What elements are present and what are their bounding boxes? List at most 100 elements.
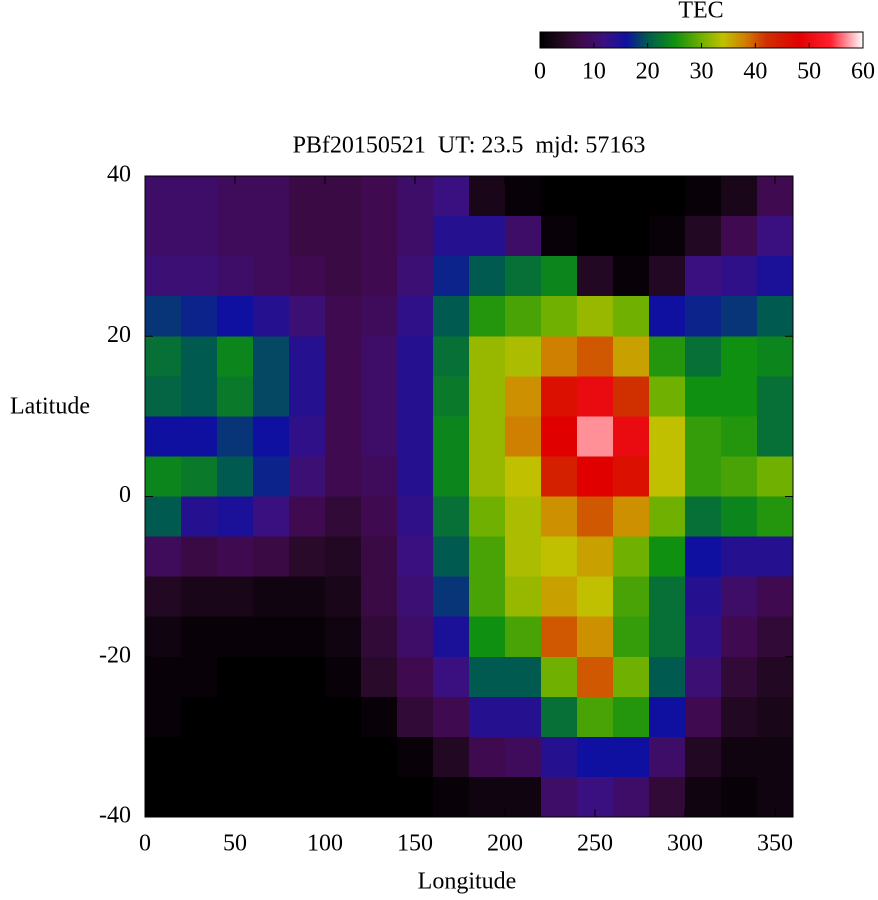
heatmap-cell xyxy=(613,576,650,618)
heatmap-cell xyxy=(577,456,614,497)
heatmap-cell xyxy=(181,456,218,497)
colorbar-tick-label: 40 xyxy=(743,59,767,85)
heatmap-cell xyxy=(181,216,218,257)
heatmap-cell xyxy=(541,576,578,618)
heatmap-cell xyxy=(253,256,290,297)
heatmap-cell xyxy=(649,696,686,738)
heatmap-cell xyxy=(325,176,362,217)
heatmap-cell xyxy=(721,216,758,257)
heatmap-cell xyxy=(397,376,434,417)
heatmap-cell xyxy=(253,696,290,738)
heatmap-cell xyxy=(217,256,254,297)
heatmap-cell xyxy=(613,416,650,457)
heatmap-cell xyxy=(433,536,470,578)
heatmap-cell xyxy=(325,216,362,257)
heatmap-cell xyxy=(757,496,794,538)
heatmap-cell xyxy=(757,216,794,257)
heatmap-cell xyxy=(325,776,362,818)
heatmap-cell xyxy=(433,736,470,778)
heatmap-cell xyxy=(361,616,398,658)
heatmap-cell xyxy=(289,696,326,738)
heatmap-cell xyxy=(685,296,722,337)
heatmap-cell xyxy=(685,616,722,658)
heatmap-cell xyxy=(505,576,542,618)
heatmap-cell xyxy=(649,416,686,457)
heatmap-cell xyxy=(469,496,506,538)
heatmap-cell xyxy=(289,176,326,217)
heatmap-cell xyxy=(469,536,506,578)
heatmap-cell xyxy=(685,376,722,417)
heatmap-cell xyxy=(217,616,254,658)
heatmap-cell xyxy=(325,336,362,377)
heatmap-cell xyxy=(649,376,686,417)
colorbar-label: TEC xyxy=(678,0,723,24)
heatmap-cell xyxy=(613,176,650,217)
heatmap-cell xyxy=(181,496,218,538)
heatmap-cell xyxy=(361,256,398,297)
heatmap-cell xyxy=(469,296,506,337)
heatmap-cell xyxy=(649,656,686,698)
heatmap-cell xyxy=(181,256,218,297)
heatmap-cell xyxy=(361,776,398,818)
heatmap-cell xyxy=(541,696,578,738)
heatmap-cell xyxy=(757,656,794,698)
y-tick-label: 20 xyxy=(107,322,131,348)
heatmap-cell xyxy=(433,296,470,337)
heatmap-cell xyxy=(757,336,794,377)
heatmap-cell xyxy=(469,456,506,497)
heatmap-cell xyxy=(721,496,758,538)
heatmap-cell xyxy=(397,576,434,618)
heatmap-cell xyxy=(217,696,254,738)
heatmap-cell xyxy=(469,336,506,377)
heatmap-cell xyxy=(757,416,794,457)
heatmap-cell xyxy=(289,616,326,658)
heatmap-cell xyxy=(469,416,506,457)
heatmap-cell xyxy=(541,736,578,778)
heatmap-cell xyxy=(181,656,218,698)
heatmap-cell xyxy=(145,176,182,217)
heatmap-cell xyxy=(541,496,578,538)
heatmap-cell xyxy=(721,256,758,297)
heatmap-cell xyxy=(613,776,650,818)
heatmap-cell xyxy=(721,536,758,578)
heatmap-cell xyxy=(289,216,326,257)
heatmap-cell xyxy=(397,656,434,698)
heatmap-cell xyxy=(757,736,794,778)
heatmap-cell xyxy=(685,736,722,778)
colorbar-tick-label: 10 xyxy=(582,59,606,85)
heatmap-cell xyxy=(505,256,542,297)
heatmap-cell xyxy=(721,176,758,217)
heatmap-cell xyxy=(181,376,218,417)
heatmap-cell xyxy=(181,776,218,818)
heatmap-cell xyxy=(145,416,182,457)
heatmap-cell xyxy=(361,216,398,257)
heatmap-cell xyxy=(397,616,434,658)
heatmap-cell xyxy=(505,536,542,578)
heatmap-cell xyxy=(577,616,614,658)
heatmap-cell xyxy=(433,576,470,618)
heatmap-cell xyxy=(541,416,578,457)
heatmap-cell xyxy=(253,376,290,417)
heatmap-cell xyxy=(685,416,722,457)
heatmap-cell xyxy=(325,576,362,618)
heatmap-cell xyxy=(325,456,362,497)
heatmap-cell xyxy=(721,416,758,457)
heatmap-cell xyxy=(145,576,182,618)
heatmap-cell xyxy=(361,656,398,698)
heatmap-cell xyxy=(145,296,182,337)
heatmap-cell xyxy=(613,696,650,738)
y-tick-label: 0 xyxy=(119,482,131,508)
heatmap-cell xyxy=(613,656,650,698)
heatmap-cell xyxy=(397,416,434,457)
heatmap-cell xyxy=(541,456,578,497)
heatmap-cell xyxy=(289,256,326,297)
colorbar-tick-label: 50 xyxy=(797,59,821,85)
x-tick-label: 200 xyxy=(487,831,523,857)
heatmap-cell xyxy=(361,376,398,417)
heatmap-cell xyxy=(505,296,542,337)
heatmap-cell xyxy=(217,336,254,377)
heatmap-cell xyxy=(721,656,758,698)
heatmap-cell xyxy=(145,456,182,497)
heatmap-cell xyxy=(577,576,614,618)
